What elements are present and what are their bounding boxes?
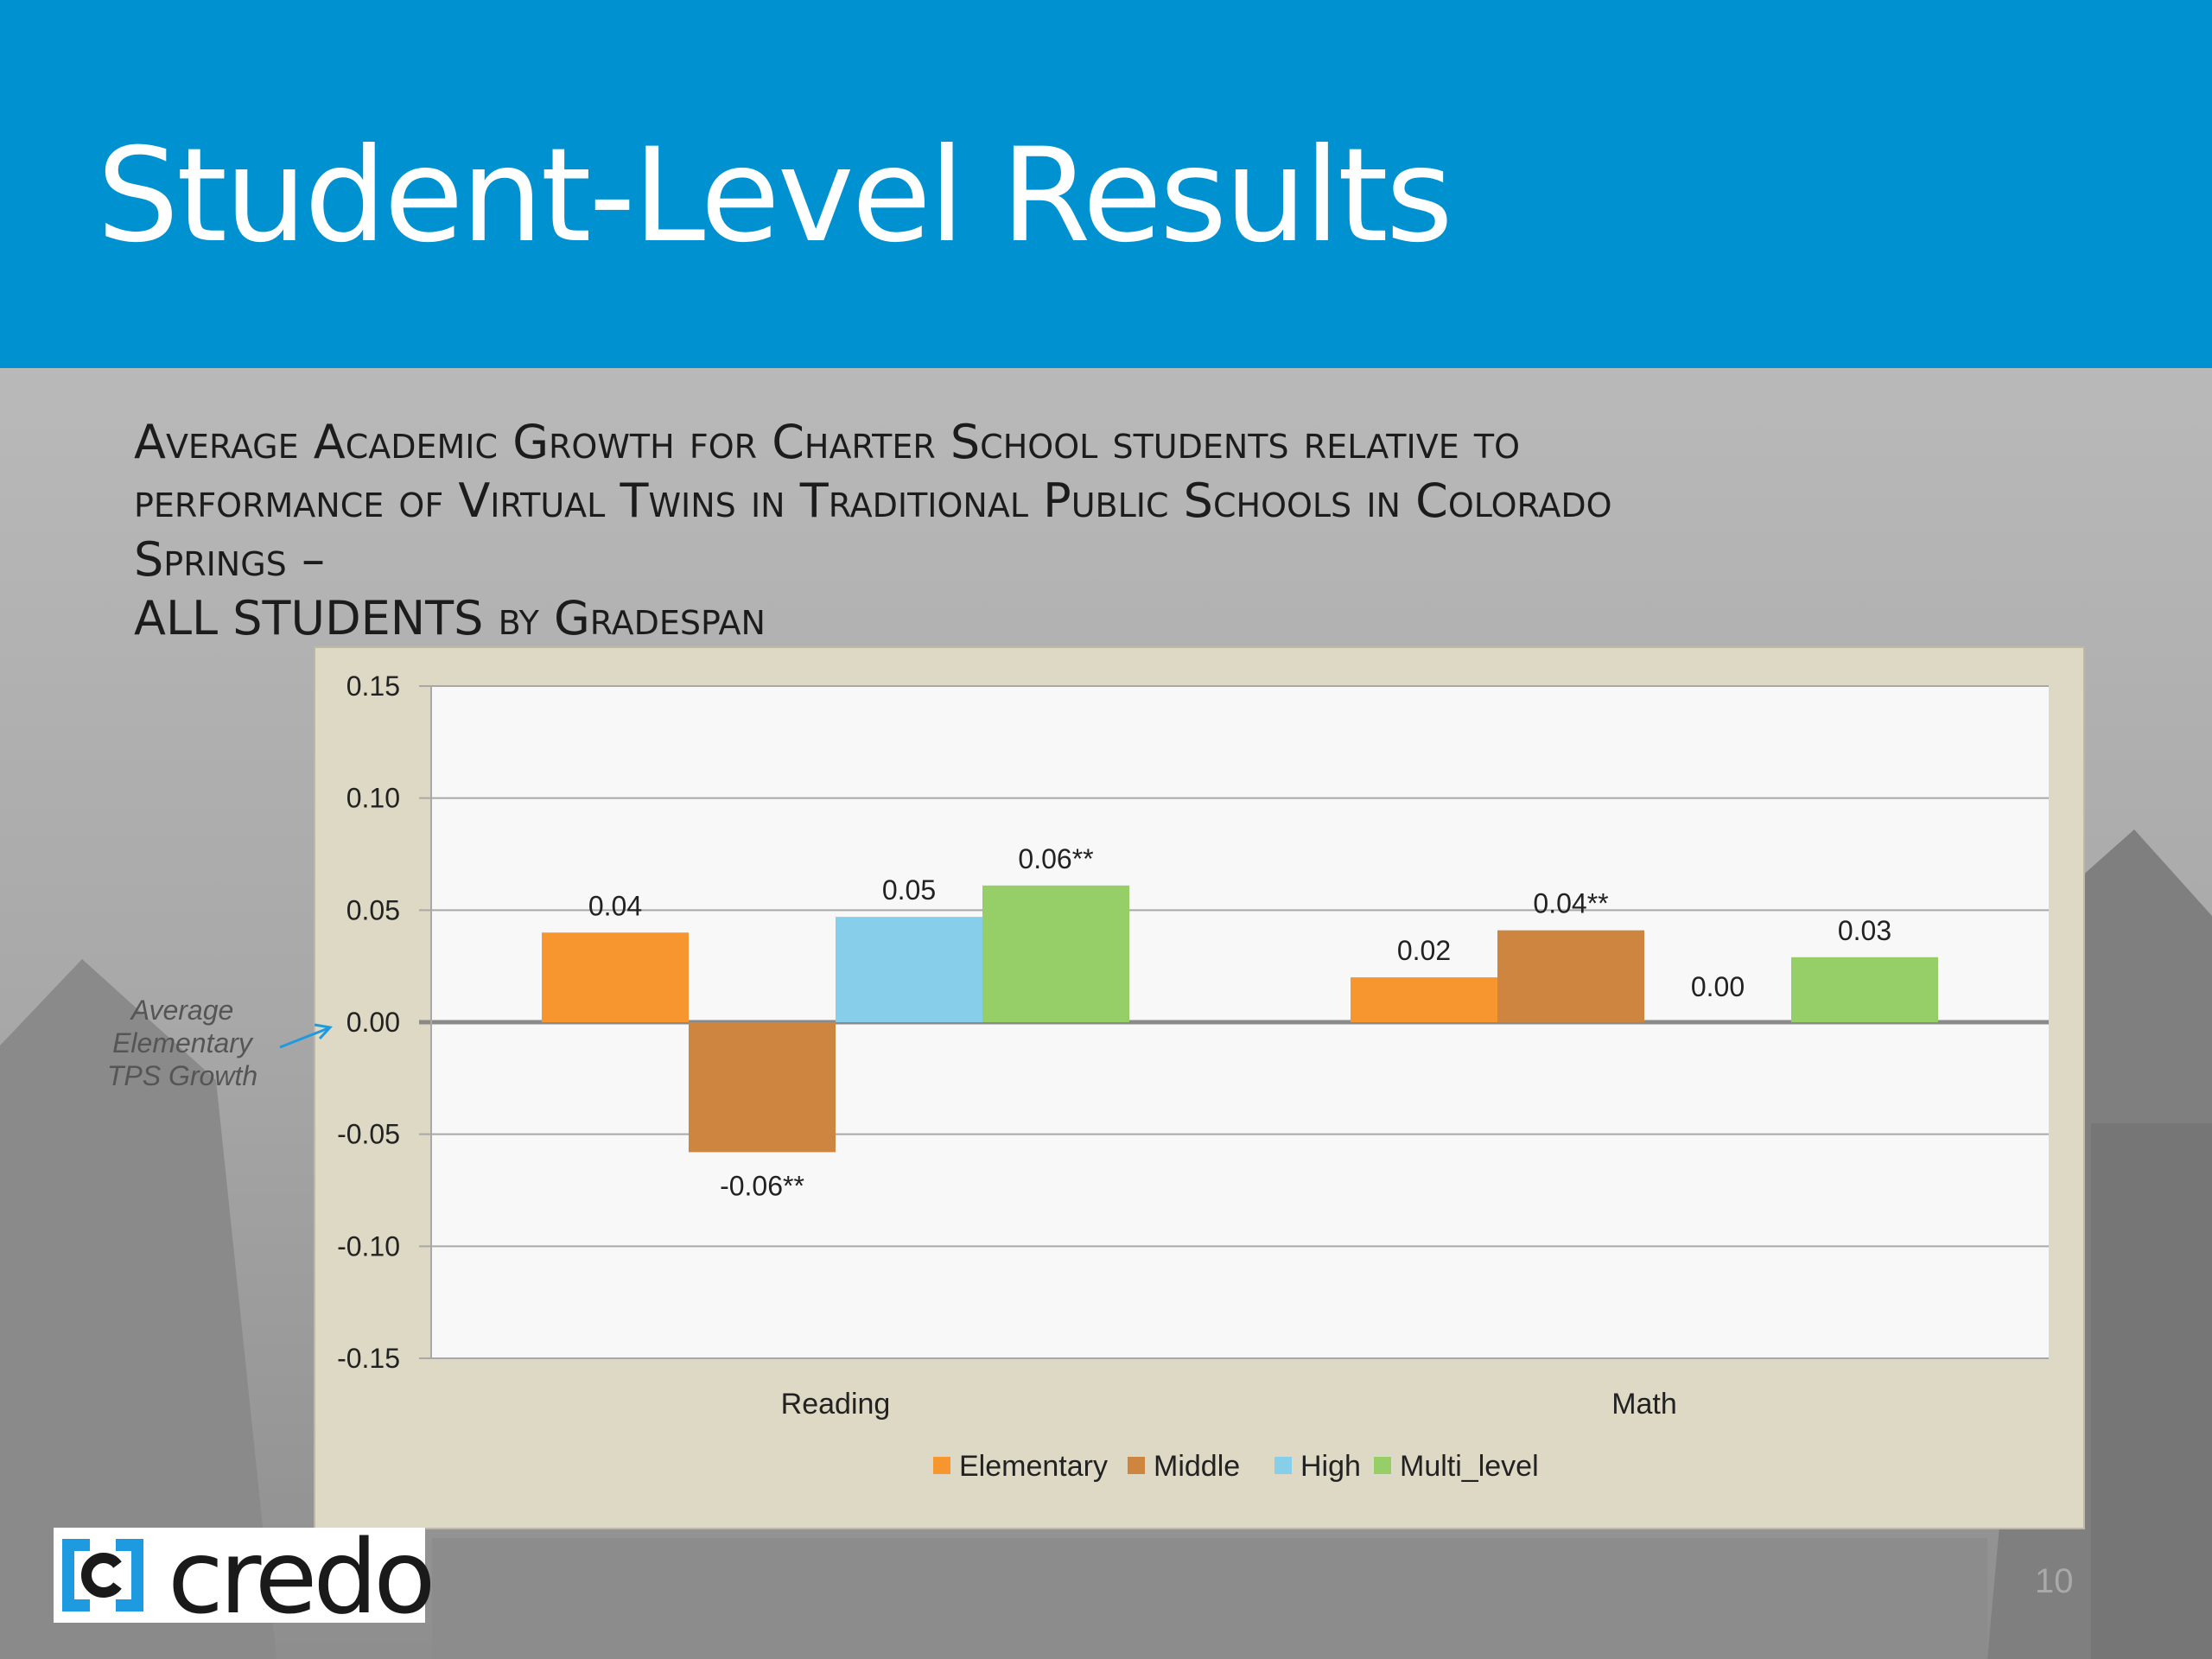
y-tick-label: 0.15 bbox=[346, 671, 400, 702]
legend-label: High bbox=[1300, 1450, 1361, 1483]
x-category-label: Math bbox=[1611, 1388, 1677, 1421]
subtitle-line: Springs – bbox=[134, 532, 325, 587]
annotation-line: Elementary bbox=[112, 1027, 252, 1058]
bar-middle bbox=[1497, 930, 1644, 1022]
annotation-line: Average bbox=[130, 995, 234, 1026]
chart-subtitle: Average Academic Growth for Charter Scho… bbox=[134, 413, 2035, 648]
bar-multi_level bbox=[982, 885, 1129, 1022]
y-tick-label: -0.15 bbox=[337, 1343, 400, 1374]
legend-swatch-multi_level bbox=[1374, 1457, 1391, 1474]
data-label: 0.02 bbox=[1397, 935, 1451, 966]
data-label: 0.04** bbox=[1533, 888, 1608, 919]
logo-text: credo bbox=[168, 1517, 435, 1637]
page-number: 10 bbox=[2035, 1562, 2074, 1600]
title-bar: Student-Level Results bbox=[0, 0, 2212, 368]
legend-swatch-middle bbox=[1128, 1457, 1145, 1474]
bar-elementary bbox=[542, 932, 689, 1022]
y-tick-label: 0.00 bbox=[346, 1007, 400, 1038]
data-label: 0.06** bbox=[1018, 843, 1093, 874]
y-tick-label: -0.05 bbox=[337, 1119, 400, 1150]
slide-title: Student-Level Results bbox=[97, 121, 1453, 271]
bar-chart: 0.15 0.10 0.05 0.00 -0.05 -0.10 -0.15 0.04 -0.06… bbox=[337, 671, 2049, 1483]
annotation-arrow-icon bbox=[279, 1023, 333, 1049]
tps-growth-annotation: Average Elementary TPS Growth bbox=[83, 994, 282, 1092]
x-category-label: Reading bbox=[781, 1388, 891, 1421]
annotation-line: TPS Growth bbox=[106, 1060, 258, 1091]
data-label: 0.00 bbox=[1691, 971, 1745, 1002]
subtitle-line: ALL STUDENTS by Gradespan bbox=[134, 591, 766, 645]
credo-logo: credo bbox=[54, 1517, 435, 1637]
data-label: 0.05 bbox=[882, 874, 936, 906]
bar-elementary bbox=[1351, 977, 1497, 1022]
chart-frame: 0.15 0.10 0.05 0.00 -0.05 -0.10 -0.15 0.04 -0.06… bbox=[314, 646, 2085, 1529]
y-tick-label: -0.10 bbox=[337, 1230, 400, 1262]
data-label: 0.03 bbox=[1838, 915, 1891, 946]
legend-swatch-elementary bbox=[933, 1457, 950, 1474]
bar-multi_level bbox=[1791, 957, 1938, 1022]
y-tick-label: 0.05 bbox=[346, 894, 400, 925]
data-label: -0.06** bbox=[720, 1170, 804, 1201]
subtitle-line: performance of Virtual Twins in Traditio… bbox=[134, 474, 1612, 528]
bar-middle bbox=[689, 1022, 836, 1153]
bar-high bbox=[836, 917, 982, 1022]
legend-label: Middle bbox=[1154, 1450, 1240, 1483]
legend-swatch-high bbox=[1274, 1457, 1292, 1474]
data-label: 0.04 bbox=[588, 890, 642, 921]
y-tick-label: 0.10 bbox=[346, 783, 400, 814]
legend-label: Elementary bbox=[959, 1450, 1108, 1483]
logo-bracket-icon bbox=[62, 1539, 143, 1611]
legend-label: Multi_level bbox=[1400, 1450, 1539, 1483]
subtitle-line: Average Academic Growth for Charter Scho… bbox=[134, 415, 1521, 469]
